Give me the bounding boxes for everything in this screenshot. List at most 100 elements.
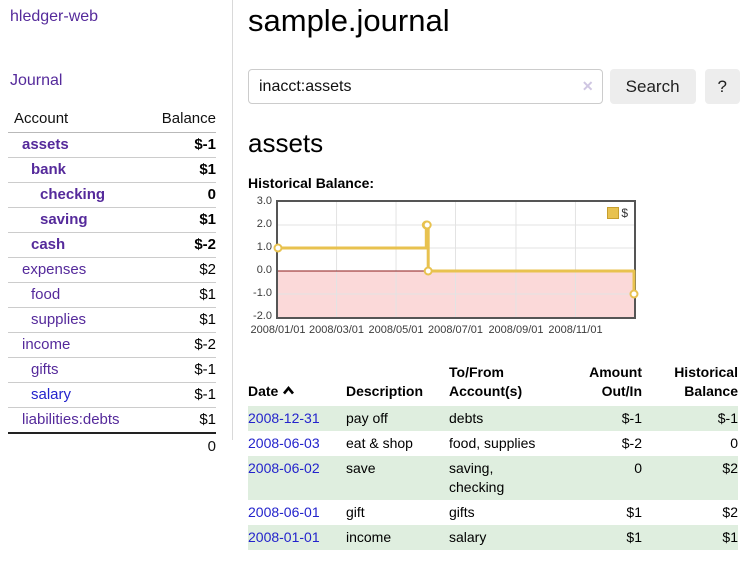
sidebar-divider [232,0,233,440]
account-link-food[interactable]: food [31,286,61,303]
search-row: ✕ Search ? [248,69,740,104]
transaction-accounts: saving, checking [449,460,505,495]
accounts-table-header: Account Balance [8,107,216,133]
account-link-salary[interactable]: salary [31,386,72,403]
chart-legend: $ [606,206,629,220]
transaction-description: gift [346,504,365,520]
account-heading: assets [248,128,324,158]
transaction-amount: $1 [626,529,642,545]
accounts-column-header: To/From Account(s) [449,364,523,399]
x-axis-tick-label: 2008/11/01 [548,324,603,336]
legend-label: $ [621,206,628,220]
account-row-bank: bank $1 [8,158,216,183]
accounts-total-row: 0 [8,433,216,459]
transaction-accounts: gifts [449,504,475,520]
transaction-description: income [346,529,392,545]
account-balance: $-1 [194,136,216,153]
account-row-expenses: expenses $2 [8,258,216,283]
x-axis-tick-label: 2008/03/01 [308,324,365,336]
account-balance: $-2 [194,336,216,353]
transaction-accounts: food, supplies [449,435,536,451]
account-row-income: income $-2 [8,333,216,358]
register-row: 2008-01-01 income salary $1 $1 [248,525,738,550]
account-link-supplies[interactable]: supplies [31,311,87,328]
account-balance: $1 [199,161,216,178]
account-row-gifts: gifts $-1 [8,358,216,383]
account-link-gifts[interactable]: gifts [31,361,59,378]
balance-column-header: Balance [147,107,216,133]
register-row: 2008-12-31 pay off debts $-1 $-1 [248,406,738,431]
register-row: 2008-06-02 save saving, checking 0 $2 [248,456,738,500]
page-title: sample.journal [248,3,450,38]
transaction-balance: $2 [722,504,738,520]
transaction-amount: $1 [626,504,642,520]
account-link-cash[interactable]: cash [31,236,66,253]
legend-swatch-icon [607,207,620,219]
account-row-assets: assets $-1 [8,133,216,158]
register-row: 2008-06-01 gift gifts $1 $2 [248,500,738,525]
account-row-supplies: supplies $1 [8,308,216,333]
y-axis-tick-label: 2.0 [256,218,272,230]
chart-title: Historical Balance: [248,175,375,191]
register-table: Date Description To/From Account(s) Amou… [248,363,738,550]
account-link-assets[interactable]: assets [22,136,69,153]
account-balance: 0 [207,186,216,203]
account-balance: $1 [199,311,216,328]
account-balance: $1 [199,211,216,228]
app-brand-link[interactable]: hledger-web [10,8,99,25]
transaction-amount: $-2 [621,435,642,451]
transaction-amount: 0 [634,460,642,476]
search-button[interactable]: Search [609,69,696,104]
balance-column-header: Historical Balance [674,364,738,399]
clear-search-icon[interactable]: ✕ [581,78,594,94]
amount-column-header: Amount Out/In [589,364,642,399]
account-balance: $1 [199,411,216,428]
description-column-header: Description [346,383,424,399]
account-link-expenses[interactable]: expenses [22,261,87,278]
transaction-date-link[interactable]: 2008-01-01 [248,529,320,545]
y-axis-tick-label: 0.0 [256,264,272,276]
account-balance: $-2 [194,236,216,253]
x-axis-tick-label: 2008/07/01 [427,324,484,336]
account-link-checking[interactable]: checking [40,186,106,203]
search-input[interactable] [248,69,603,104]
transaction-date-link[interactable]: 2008-06-03 [248,435,320,451]
account-link-saving[interactable]: saving [40,211,88,228]
sort-ascending-icon [282,382,295,401]
accounts-total-value: 0 [207,438,216,455]
account-row-checking: checking 0 [8,183,216,208]
search-box: ✕ [248,69,603,104]
y-axis-tick-label: -1.0 [253,287,272,299]
x-axis-tick-label: 2008/09/01 [488,324,544,336]
x-axis-tick-label: 2008/05/01 [368,324,424,336]
date-column-header[interactable]: Date [248,363,346,406]
transaction-balance: $1 [722,529,738,545]
chart-series-svg [273,202,639,317]
transaction-accounts: salary [449,529,487,545]
account-link-bank[interactable]: bank [31,161,67,178]
account-balance: $-1 [194,386,216,403]
account-row-cash: cash $-2 [8,233,216,258]
y-axis-tick-label: 1.0 [256,241,272,253]
register-row: 2008-06-03 eat & shop food, supplies $-2… [248,431,738,456]
transaction-date-link[interactable]: 2008-12-31 [248,410,320,426]
account-column-header: Account [8,107,148,133]
register-header-row: Date Description To/From Account(s) Amou… [248,363,738,406]
x-axis-tick-label: 2008/01/01 [250,324,306,336]
transaction-balance: 0 [730,435,738,451]
account-row-saving: saving $1 [8,208,216,233]
y-axis-tick-label: 3.0 [256,195,272,207]
account-link-liabilities-debts[interactable]: liabilities:debts [22,411,120,428]
nav-journal-link[interactable]: Journal [10,72,63,89]
transaction-date-link[interactable]: 2008-06-02 [248,460,320,476]
account-balance: $-1 [194,361,216,378]
transaction-description: eat & shop [346,435,413,451]
transaction-description: pay off [346,410,388,426]
help-button[interactable]: ? [704,69,740,104]
transaction-description: save [346,460,376,476]
account-link-income[interactable]: income [22,336,71,353]
transaction-balance: $2 [722,460,738,476]
transaction-date-link[interactable]: 2008-06-01 [248,504,320,520]
date-header-label: Date [248,383,279,399]
chart-plot-area: $ [273,200,639,319]
